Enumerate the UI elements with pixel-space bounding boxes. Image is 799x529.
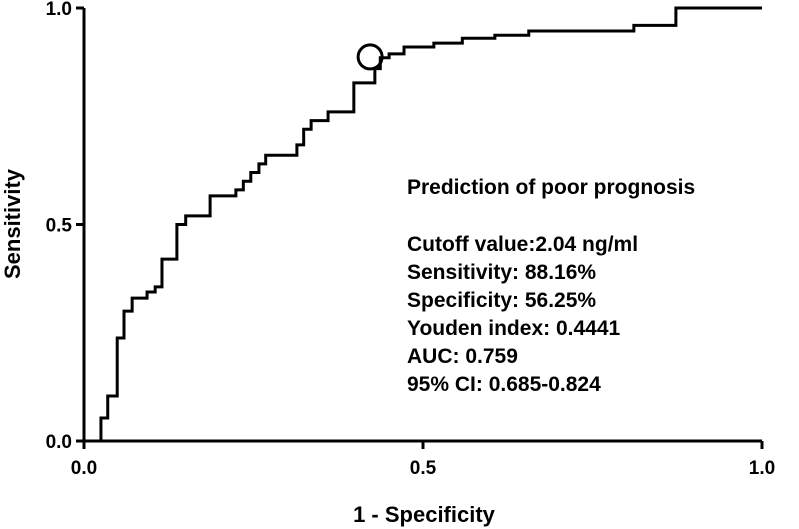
x-tick-label: 0.0 (71, 458, 97, 479)
y-tick-label: 0.5 (46, 216, 73, 237)
annotation: Sensitivity: 88.16% (407, 261, 596, 284)
x-tick-label: 0.5 (410, 458, 437, 479)
annotation: 95% CI: 0.685-0.824 (407, 373, 601, 396)
x-axis-label: 1 - Specificity (353, 502, 496, 527)
cutoff-marker (356, 43, 384, 71)
y-tick-label: 0.0 (46, 432, 72, 453)
roc-curve (99, 6, 762, 441)
annotation: Youden index: 0.4441 (407, 317, 620, 340)
annotation: AUC: 0.759 (407, 345, 518, 368)
annotation-title: Prediction of poor prognosis (407, 176, 695, 199)
y-tick-label: 1.0 (46, 0, 72, 20)
y-axis-label: Sensitivity (0, 168, 25, 279)
annotation: Cutoff value:2.04 ng/ml (407, 233, 638, 256)
x-tick-label: 1.0 (749, 458, 775, 479)
annotation: Specificity: 56.25% (407, 289, 596, 312)
